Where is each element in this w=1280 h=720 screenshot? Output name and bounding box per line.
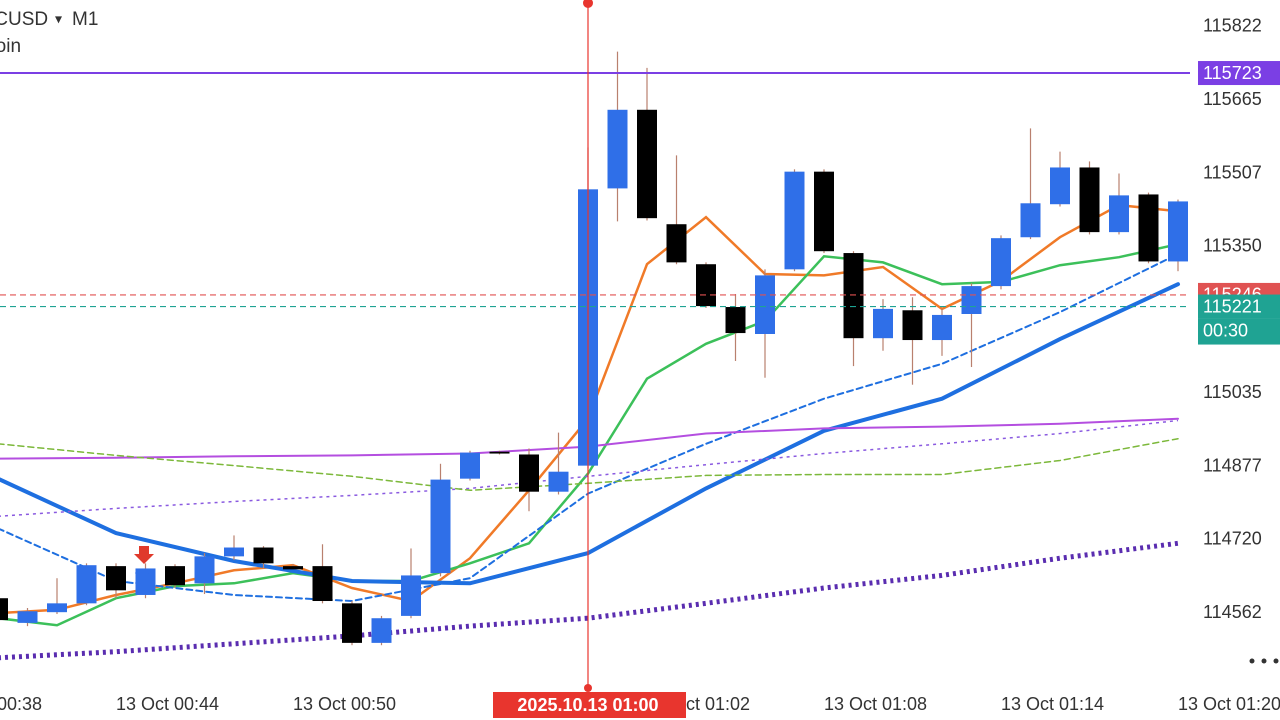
candle-body	[843, 253, 864, 339]
candle-body	[165, 566, 185, 586]
candle-body	[401, 575, 421, 616]
candle-body	[342, 603, 362, 643]
symbol: BTCUSD	[0, 9, 48, 30]
y-tick-label: 115507	[1203, 162, 1262, 182]
price-tag	[1198, 294, 1280, 319]
dot	[1249, 658, 1255, 664]
candle-body	[224, 547, 244, 557]
sell-signal	[134, 546, 154, 586]
x-tick-label: 13 Oct 00:50	[293, 694, 396, 714]
crosshair-handle	[583, 0, 593, 8]
crosshair-label: 2025.10.13 01:00	[517, 695, 658, 715]
y-tick-label: 115350	[1203, 235, 1262, 255]
candle-body	[312, 566, 333, 602]
candle-body	[519, 454, 539, 492]
candle-body	[1109, 195, 1129, 233]
crosshair-tag	[493, 692, 686, 718]
candle-body	[1020, 203, 1041, 238]
price-tag-label: 115221	[1203, 296, 1262, 316]
more-menu[interactable]	[1249, 658, 1279, 664]
moving-average	[0, 419, 1179, 517]
y-tick-label: 115665	[1203, 89, 1262, 109]
y-tick-label: 114720	[1203, 528, 1262, 548]
dropdown-icon[interactable]: ▾	[55, 11, 62, 27]
symbol-description: Bitcoin	[0, 36, 21, 57]
timeframe[interactable]: M1	[72, 9, 98, 30]
moving-average	[0, 540, 1179, 661]
x-tick-label: 13 Oct 01:08	[824, 694, 927, 714]
x-tick-label: 13 Oct 00:44	[116, 694, 219, 714]
candle-body	[873, 308, 893, 339]
crosshair-handle	[584, 684, 592, 692]
candle-body	[666, 224, 687, 263]
candle-body	[489, 451, 510, 454]
candle-body	[814, 171, 834, 252]
candle-body	[961, 286, 982, 314]
candle-body	[1050, 167, 1070, 205]
price-tag-label: 115723	[1203, 63, 1262, 83]
candle-body	[17, 611, 38, 623]
candle-body	[253, 547, 274, 564]
candle-body	[1168, 201, 1188, 262]
candle-body	[76, 565, 97, 604]
sell-arrow	[134, 546, 154, 564]
candle-body	[106, 566, 126, 591]
candle-body	[1079, 167, 1100, 233]
candle-body	[755, 275, 775, 334]
candle-body	[784, 171, 805, 270]
candle-body	[1138, 194, 1159, 262]
candle-body	[460, 452, 480, 479]
candle-body	[607, 109, 628, 189]
countdown-label: 00:30	[1203, 320, 1248, 340]
candle-body	[725, 307, 746, 334]
x-tick-label: 13 Oct 01:14	[1001, 694, 1104, 714]
candle-body	[991, 238, 1011, 287]
candle-body	[0, 598, 8, 621]
y-tick-label: 115822	[1203, 16, 1262, 36]
candle-body	[637, 109, 657, 219]
y-tick-label: 114562	[1203, 602, 1262, 622]
candle-body	[371, 618, 392, 643]
candle-body	[47, 603, 67, 613]
candle-body	[283, 566, 303, 570]
y-tick-label: 115035	[1203, 382, 1262, 402]
countdown-tag	[1198, 318, 1280, 345]
x-tick-label: 13 Oct 00:38	[0, 694, 42, 714]
candle-body	[548, 471, 569, 492]
candle-body	[932, 314, 952, 341]
y-tick-label: 114877	[1203, 455, 1262, 475]
candle-body	[194, 556, 215, 584]
dot	[1261, 658, 1267, 664]
dot	[1273, 658, 1279, 664]
close-mark	[134, 570, 154, 586]
candle-body	[902, 310, 923, 341]
candle-body	[696, 264, 716, 307]
candle-body	[430, 479, 451, 574]
x-tick-label: 13 Oct 01:20	[1178, 694, 1280, 714]
price-tag	[1198, 61, 1280, 86]
